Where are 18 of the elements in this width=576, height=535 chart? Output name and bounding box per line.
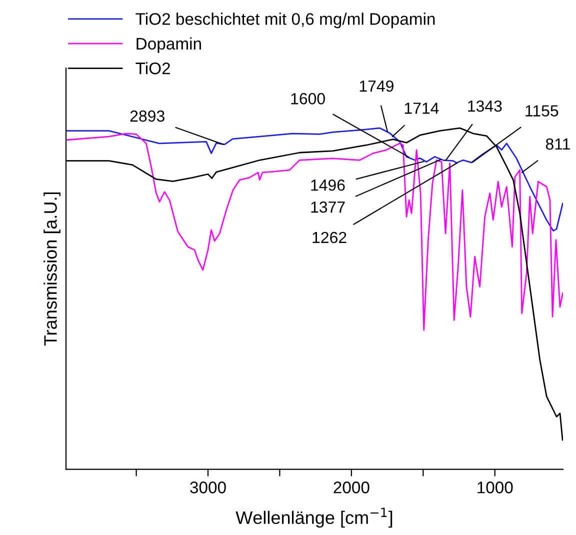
annotation: 1749 — [360, 80, 394, 92]
y-axis-title: Transmission [a.U.] — [44, 192, 60, 346]
annotation: 1496 — [311, 179, 345, 191]
annotation: 1714 — [404, 102, 439, 114]
annotation: 1343 — [468, 100, 502, 112]
x-tick-label: 1000 — [478, 482, 513, 494]
annotation: 1262 — [312, 232, 346, 244]
legend-label: TiO2 beschichtet mit 0,6 mg/ml Dopamin — [136, 12, 435, 28]
annotation: 811 — [546, 138, 570, 150]
annotation: 1600 — [291, 93, 325, 104]
annotation: 1155 — [526, 105, 558, 116]
annotation: 2893 — [130, 110, 164, 122]
legend-label: Dopamin — [136, 37, 201, 53]
annotation: 1377 — [311, 201, 345, 213]
legend-label: TiO2 — [136, 62, 170, 74]
x-tick-label: 3000 — [190, 482, 226, 494]
x-tick-label: 2000 — [334, 482, 370, 494]
x-axis-title: Wellenlänge [cm$^{−1}$] — [236, 508, 392, 528]
